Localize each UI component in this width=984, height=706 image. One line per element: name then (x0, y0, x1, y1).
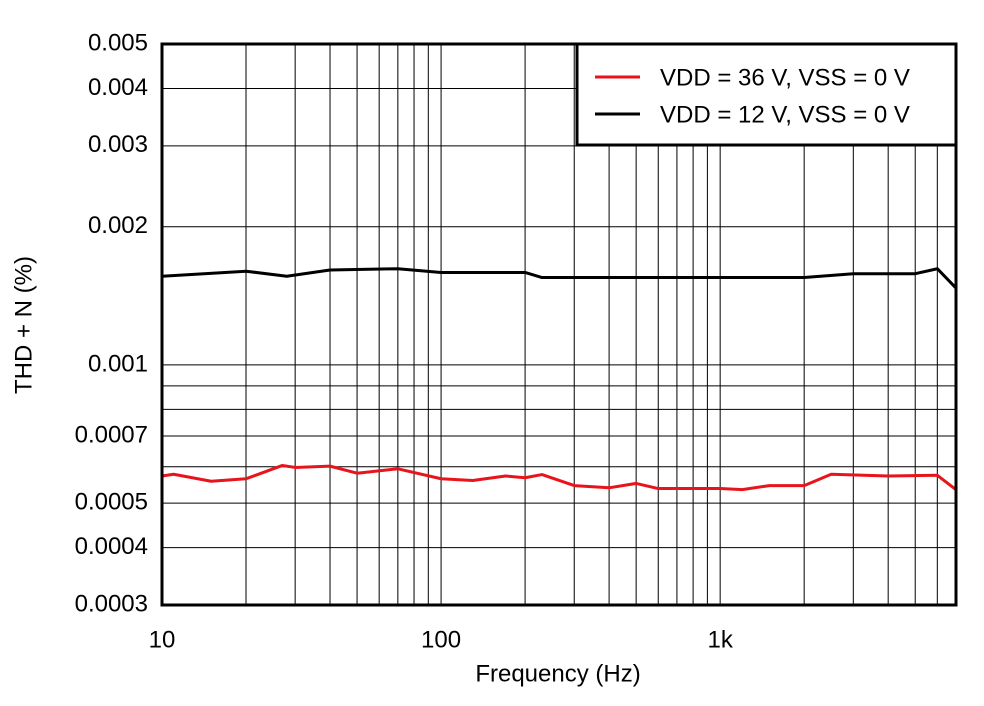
y-tick-label: 0.004 (88, 74, 148, 101)
y-tick-label: 0.002 (88, 212, 148, 239)
y-tick-label: 0.0007 (75, 421, 148, 448)
line-series (161, 463, 957, 492)
y-tick-label: 0.0003 (75, 590, 148, 617)
legend-box (575, 42, 958, 147)
y-axis-label: THD + N (%) (10, 256, 37, 394)
y-tick-label: 0.003 (88, 131, 148, 158)
x-axis-label: Frequency (Hz) (475, 660, 640, 687)
line-series (161, 267, 958, 290)
x-tick-label: 100 (421, 626, 461, 653)
x-tick-label: 10 (149, 626, 176, 653)
y-tick-label: 0.0005 (75, 488, 148, 515)
y-tick-label: 0.005 (88, 29, 148, 56)
y-tick-label: 0.001 (88, 350, 148, 377)
legend-label: VDD = 12 V, VSS = 0 V (660, 101, 910, 128)
plot-frame (160, 42, 958, 607)
x-tick-label: 1k (707, 626, 733, 653)
y-tick-label: 0.0004 (75, 533, 148, 560)
legend-label: VDD = 36 V, VSS = 0 V (660, 64, 910, 91)
